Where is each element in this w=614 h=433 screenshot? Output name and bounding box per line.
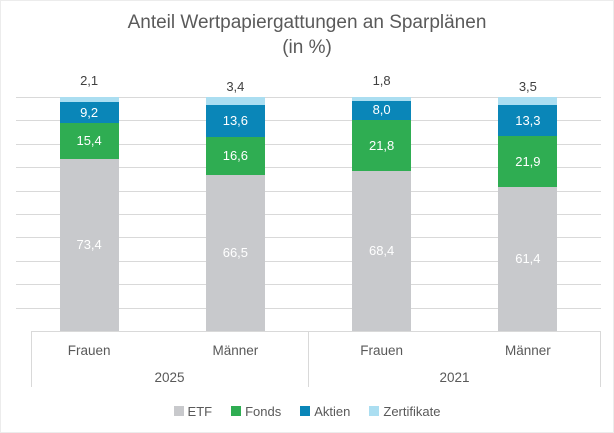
axis-tick-1 [308,332,309,387]
data-label-zertifikate-0: 2,1 [80,72,99,88]
plot-area: 73,4 15,4 9,2 2,1 66,5 16,6 13,6 3,4 68,4 21,8 8,0… [16,73,601,331]
group-label-2025: 2025 [154,370,185,385]
gridline [16,237,601,239]
bar-segment-aktien-männer-3[interactable] [498,104,558,137]
legend-item-aktien[interactable]: Aktien [300,404,350,419]
axis-tick-2 [600,332,601,387]
legend-item-zertifikate[interactable]: Zertifikate [369,404,440,419]
gridline [16,260,601,262]
bar-segment-zertifikate-männer-1[interactable] [205,96,265,105]
chart-title-line1: Anteil Wertpapiergattungen an Sparplänen [127,12,487,33]
legend-label-etf: ETF [187,403,213,419]
gridline [16,143,601,145]
legend-label-aktien: Aktien [314,403,351,419]
chart-title-line2: (in %) [282,37,332,58]
bar-segment-etf-männer-3[interactable] [498,187,558,331]
category-label-1: Männer [212,343,259,358]
group-label-2021: 2021 [439,370,470,385]
bar-segment-fonds-frauen-0[interactable] [59,123,119,160]
bar-segment-aktien-männer-1[interactable] [205,104,265,137]
legend-item-etf[interactable]: ETF [173,403,213,419]
bar-segment-zertifikate-männer-3[interactable] [498,96,558,105]
bar-segment-aktien-frauen-2[interactable] [352,101,412,120]
data-label-zertifikate-3: 3,5 [518,78,537,94]
data-label-zertifikate-1: 3,4 [226,78,245,94]
category-axis: Frauen Männer Frauen Männer 2025 2021 [31,331,601,387]
legend-item-fonds[interactable]: Fonds [231,404,281,419]
legend-marker-zertifikate [369,406,380,416]
legend: ETF Fonds Aktien Zertifikate [1,401,613,421]
bar-segment-fonds-frauen-2[interactable] [352,119,412,171]
category-label-2: Frauen [360,343,404,358]
bar-segment-etf-frauen-0[interactable] [59,159,119,331]
bar-segment-etf-männer-1[interactable] [205,175,265,331]
bar-segment-zertifikate-frauen-0[interactable] [59,96,119,102]
data-label-zertifikate-2: 1,8 [372,73,391,88]
axis-tick-0 [31,332,32,387]
legend-marker-aktien [300,406,311,416]
bar-segment-aktien-frauen-0[interactable] [59,101,119,124]
gridline [16,167,601,169]
gridline [16,97,601,98]
legend-marker-fonds [231,406,242,416]
legend-label-zertifikate: Zertifikate [383,403,441,419]
bar-segment-etf-frauen-2[interactable] [352,170,412,331]
gridline [16,190,601,192]
gridline [16,214,601,215]
legend-marker-etf [173,406,184,416]
chart-title: Anteil Wertpapiergattungen an Sparplänen… [1,10,613,60]
bar-segment-fonds-männer-1[interactable] [205,136,265,176]
gridline [16,120,601,122]
bar-segment-fonds-männer-3[interactable] [498,136,558,188]
legend-label-fonds: Fonds [245,403,282,419]
gridline [16,307,601,309]
gridline [16,284,601,286]
category-label-3: Männer [504,343,551,358]
category-label-0: Frauen [67,343,111,358]
bar-segment-zertifikate-frauen-2[interactable] [352,97,412,102]
